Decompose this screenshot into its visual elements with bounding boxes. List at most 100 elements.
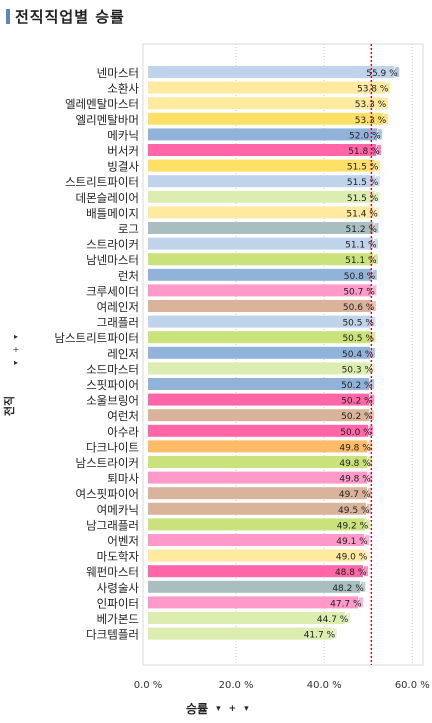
category-label: 어벤저 [107,534,139,548]
bar[interactable] [148,612,345,624]
bar[interactable] [148,456,368,468]
category-label: 사령술사 [97,581,140,595]
category-label: 스핏파이어 [86,378,139,392]
bar[interactable] [148,378,370,390]
bar[interactable] [148,284,372,297]
bar[interactable] [148,565,363,578]
category-label: 스트리트파이터 [65,175,139,189]
bar-tail [371,347,376,358]
bar-tail [374,223,379,233]
dropdown-icon[interactable]: ▾ [244,703,249,714]
bar[interactable] [148,409,370,422]
bar-tail [375,207,380,218]
x-tick-label: 0.0 % [134,680,163,691]
x-axis-title-wrap: 승률 ▾ + ▾ [186,700,249,717]
bar-value-label: 50.0 % [340,428,372,438]
bar-tail [369,425,374,436]
x-tick-label: 20.0 % [219,680,254,691]
bar-tail [383,113,388,124]
bar-tail [367,488,372,499]
bar[interactable] [148,534,365,546]
add-icon[interactable]: + [228,703,237,714]
bar[interactable] [148,144,377,156]
bar[interactable] [148,300,371,312]
bar[interactable] [148,81,385,94]
bar[interactable] [148,128,378,141]
bar[interactable] [148,440,368,453]
bar[interactable] [148,190,375,203]
bar-value-label: 48.8 % [335,568,367,578]
bar[interactable] [148,487,367,500]
bar-tail [359,597,364,608]
chart-title: 전직직업별 승률 [15,7,125,26]
plot-frame [142,43,424,666]
bar[interactable] [148,424,369,437]
bar-tail [370,394,375,405]
bar-tail [364,550,369,561]
category-label: 남그래플러 [86,518,139,532]
bar-tail [371,316,376,327]
bar-tail [374,238,379,249]
bar[interactable] [148,237,374,250]
bar[interactable] [148,362,370,375]
add-icon[interactable]: + [12,345,20,354]
bar[interactable] [148,627,332,640]
bar-tail [370,410,375,421]
bar[interactable] [148,315,371,328]
bar[interactable] [148,502,367,515]
category-label: 여메카닉 [97,503,139,517]
bar-tail [372,269,377,280]
category-label: 배틀메이지 [86,206,139,220]
bar[interactable] [148,206,375,219]
bar-value-label: 51.1 % [345,256,377,266]
bar-tail [378,129,383,140]
bar[interactable] [148,159,375,172]
bar[interactable] [148,222,374,234]
bar-value-label: 52.0 % [349,131,381,141]
bar[interactable] [148,112,383,125]
bar-value-label: 51.5 % [347,178,379,188]
bar-tail [375,176,380,187]
category-label: 퇴마사 [107,472,139,486]
x-axis-title: 승률 [186,702,209,716]
bar-tail [345,613,350,623]
bar[interactable] [148,471,368,484]
bar[interactable] [148,66,395,78]
category-label: 다크나이트 [86,440,139,454]
chart-title-bar: 전직직업별 승률 [6,6,125,26]
category-label: 로그 [118,222,139,236]
bar[interactable] [148,331,371,344]
bar-value-label: 50.2 % [341,381,373,391]
bar[interactable] [148,596,359,609]
bar[interactable] [148,253,374,266]
bar-tail [368,472,373,483]
bar-value-label: 55.9 % [366,69,398,79]
category-label: 인파이터 [97,596,139,610]
bar-value-label: 49.8 % [339,459,371,469]
category-label: 그래플러 [97,316,139,330]
bar[interactable] [148,549,364,562]
bar[interactable] [148,580,361,593]
category-label: 런처 [118,269,139,283]
bar-value-label: 51.8 % [348,147,380,157]
expand-arrow-icon-2[interactable]: ▸ [13,358,18,367]
expand-arrow-icon[interactable]: ▸ [13,332,18,341]
bar[interactable] [148,97,383,110]
bar-tail [368,441,373,452]
bar-value-label: 48.2 % [332,584,364,594]
bar-tail [363,566,368,577]
bar-tail [372,285,377,296]
bar[interactable] [148,268,372,281]
category-label: 남스트리트파이터 [54,331,139,345]
bar[interactable] [148,518,365,531]
sort-dropdown-icon[interactable]: ▾ [216,703,221,714]
bar-value-label: 50.5 % [342,319,374,329]
bar[interactable] [148,346,371,359]
category-label: 크루세이더 [86,284,139,298]
bar-value-label: 50.2 % [341,397,373,407]
bar[interactable] [148,175,375,188]
bar-tail [375,160,380,171]
bar-value-label: 44.7 % [317,615,349,625]
bar-tail [371,301,376,311]
bar[interactable] [148,393,370,406]
